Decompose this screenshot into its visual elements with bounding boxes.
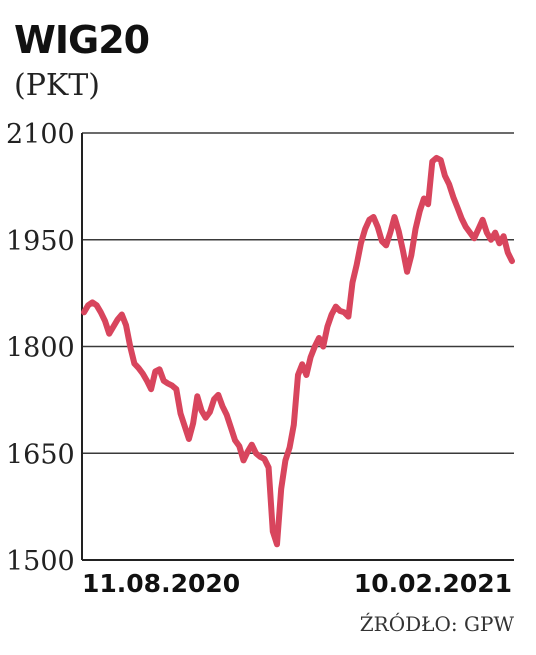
series-line: [81, 154, 515, 548]
axes: [81, 133, 514, 561]
y-tick-label: 2100: [6, 119, 75, 150]
x-tick-label: 10.02.2021: [354, 569, 512, 598]
y-tick-labels: 1500 1650 1800 1950 2100: [6, 119, 75, 577]
x-tick-labels: 11.08.2020 10.02.2021: [82, 569, 512, 598]
chart-unit: (PKT): [14, 68, 101, 103]
y-tick-label: 1800: [6, 333, 75, 364]
y-tick-label: 1500: [6, 546, 75, 577]
y-tick-label: 1950: [6, 226, 75, 257]
chart-title: WIG20: [14, 18, 150, 62]
series-layer: [81, 154, 515, 548]
gridlines: [82, 132, 514, 455]
source-note: ŹRÓDŁO: GPW: [359, 612, 514, 636]
x-tick-label: 11.08.2020: [82, 569, 240, 598]
y-tick-label: 1650: [6, 439, 75, 470]
